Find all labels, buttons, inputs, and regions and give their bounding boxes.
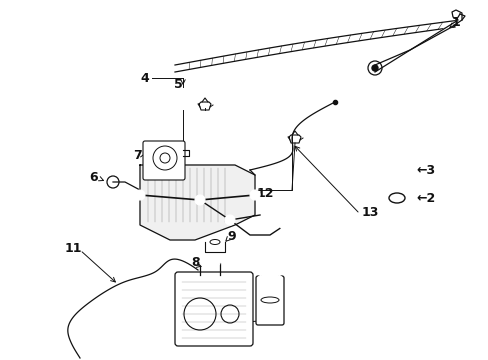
FancyBboxPatch shape xyxy=(256,276,284,325)
Text: 9: 9 xyxy=(227,230,236,243)
Circle shape xyxy=(224,215,235,225)
Ellipse shape xyxy=(204,237,224,247)
Text: 13: 13 xyxy=(361,206,379,219)
Text: 10: 10 xyxy=(204,321,221,334)
Circle shape xyxy=(280,220,289,230)
Text: 11: 11 xyxy=(64,242,81,255)
Text: 7: 7 xyxy=(132,149,141,162)
Text: 8: 8 xyxy=(191,256,200,270)
FancyBboxPatch shape xyxy=(175,272,252,346)
Circle shape xyxy=(249,190,260,200)
Circle shape xyxy=(371,65,377,71)
Circle shape xyxy=(195,195,204,205)
Text: 12: 12 xyxy=(256,186,273,199)
Circle shape xyxy=(135,190,145,200)
Ellipse shape xyxy=(384,162,408,177)
FancyBboxPatch shape xyxy=(142,141,184,180)
Text: 5: 5 xyxy=(174,77,183,90)
Ellipse shape xyxy=(258,274,282,282)
Text: 6: 6 xyxy=(89,171,98,184)
Text: 4: 4 xyxy=(141,72,149,85)
Text: ←2: ←2 xyxy=(415,192,434,204)
Ellipse shape xyxy=(383,189,409,207)
Polygon shape xyxy=(140,165,254,240)
Text: ←3: ←3 xyxy=(415,163,434,176)
Ellipse shape xyxy=(200,259,220,267)
Polygon shape xyxy=(374,14,464,72)
Text: 1: 1 xyxy=(451,15,459,28)
